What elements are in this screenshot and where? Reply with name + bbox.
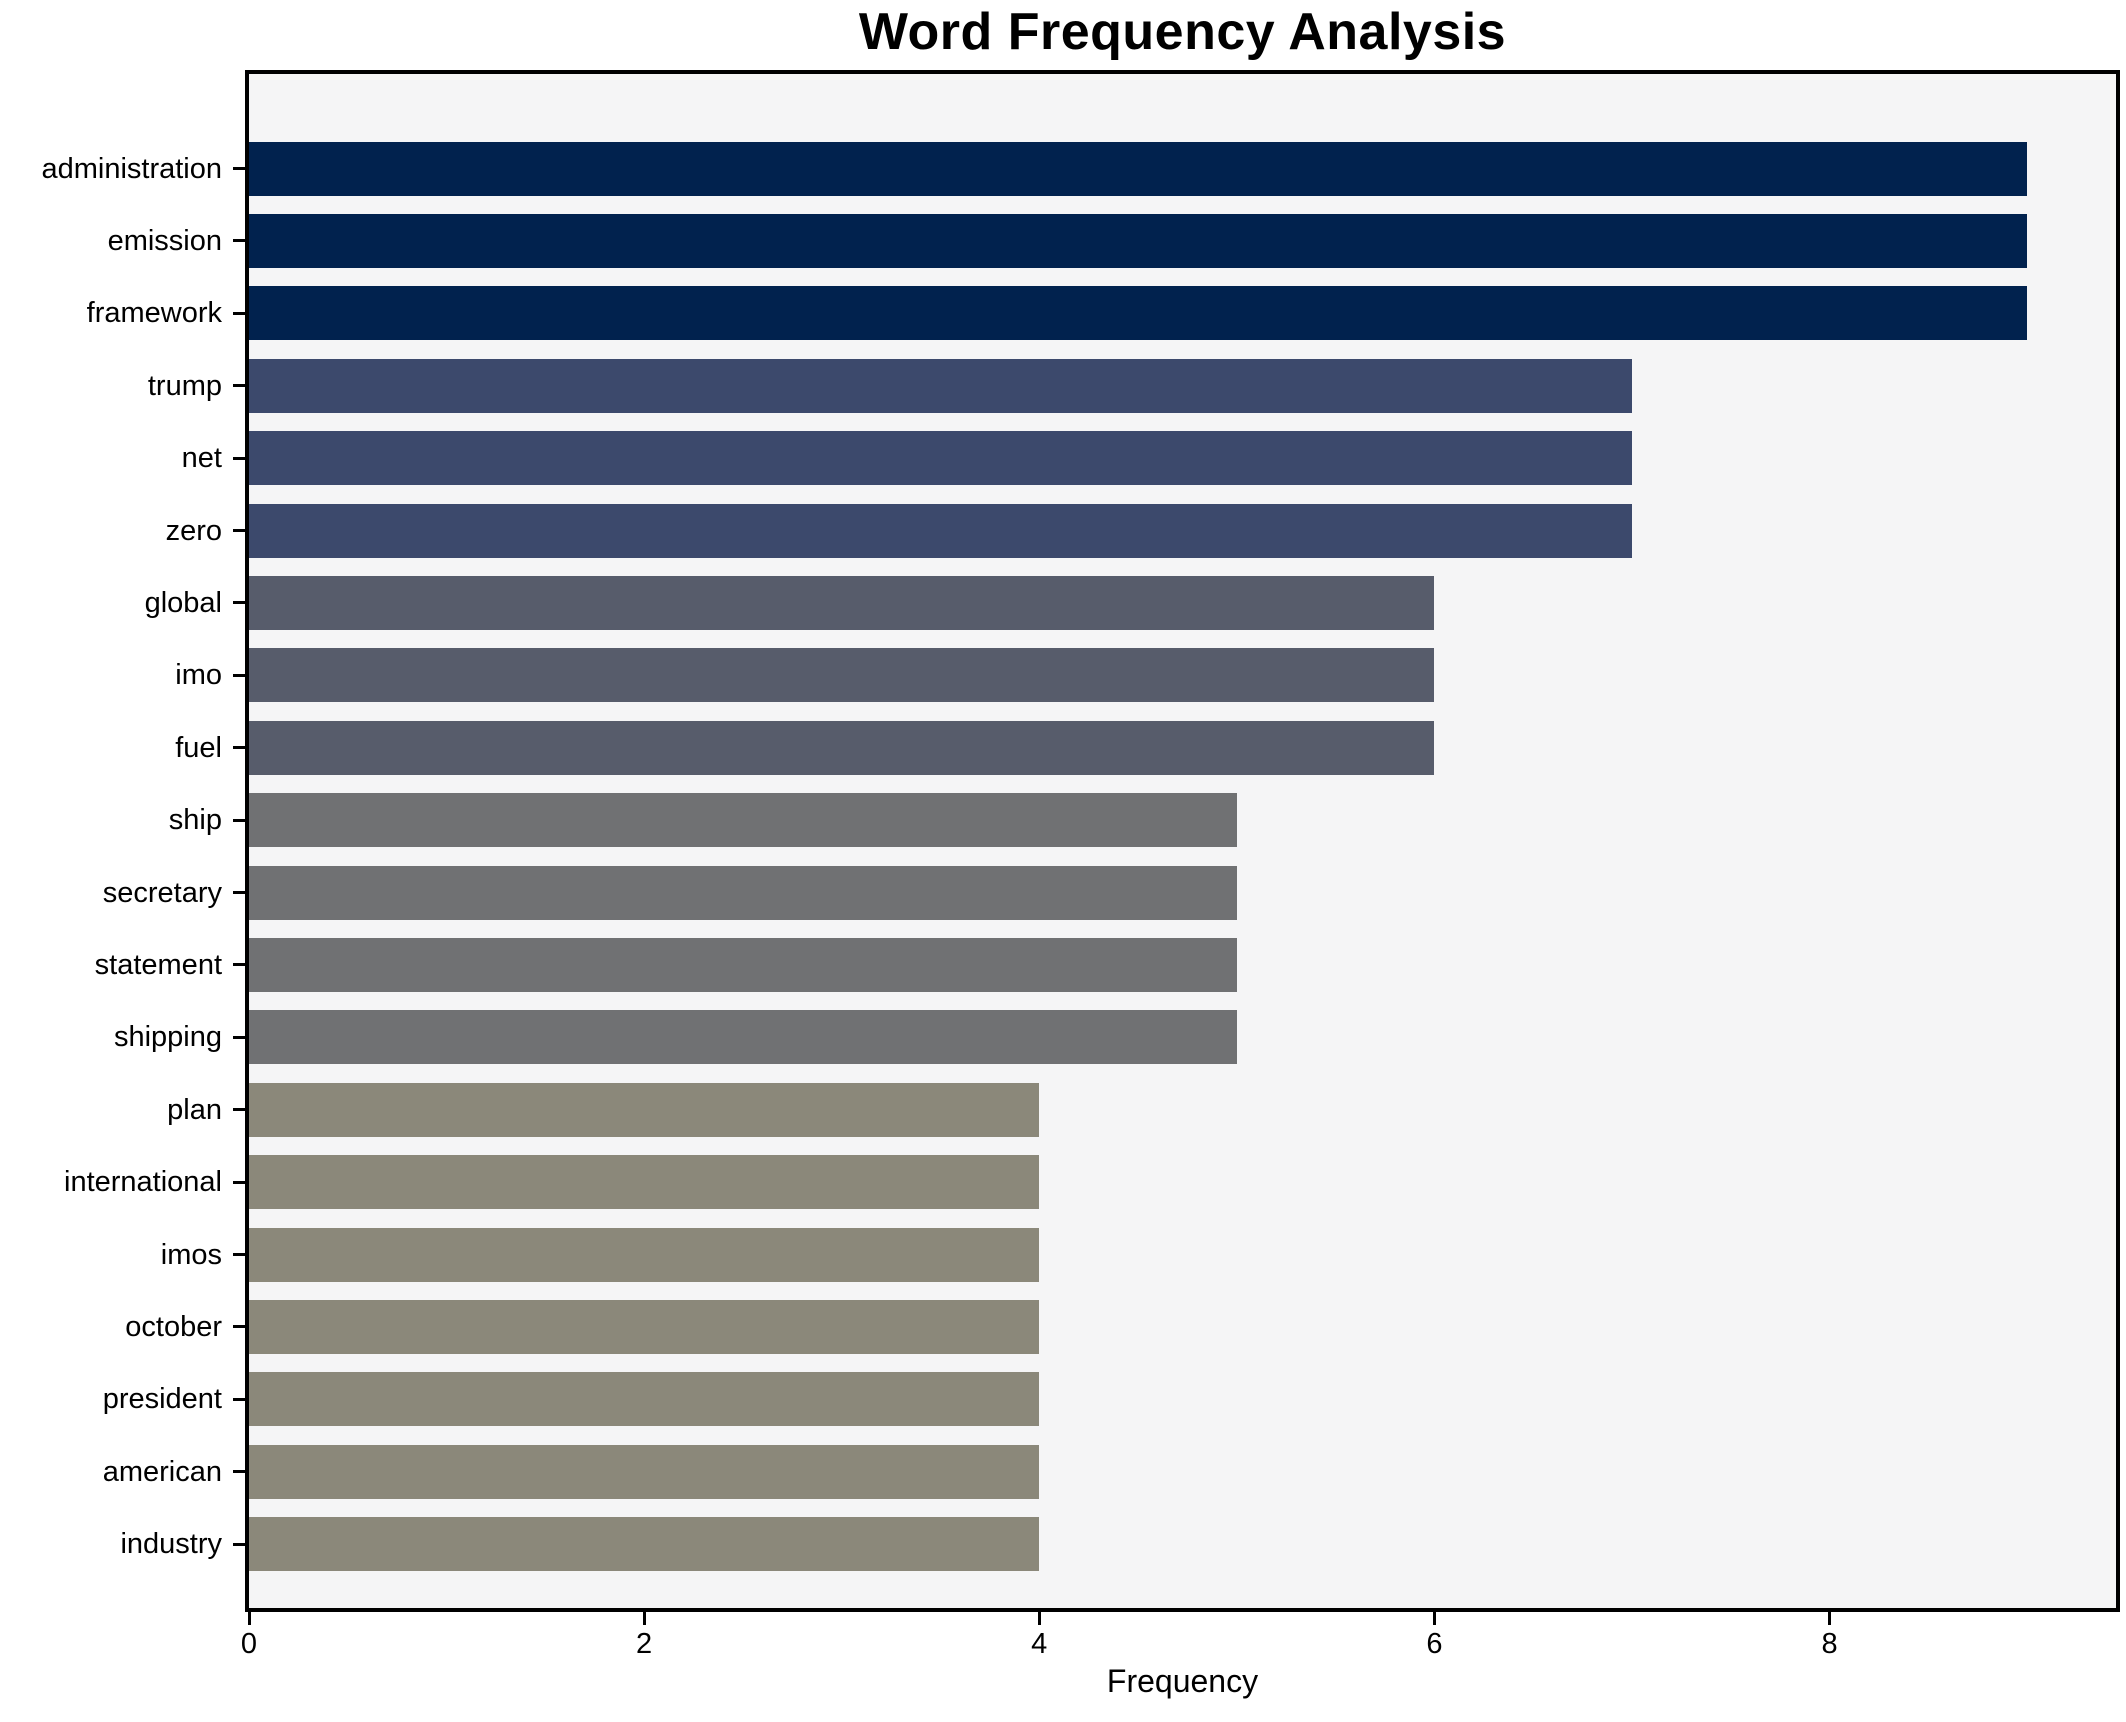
x-tick-mark xyxy=(1037,1612,1041,1625)
y-tick-mark xyxy=(233,1397,245,1401)
y-tick-mark xyxy=(233,1180,245,1184)
bar xyxy=(249,503,1632,558)
y-tick-mark xyxy=(233,673,245,677)
y-tick-mark xyxy=(233,891,245,894)
bar xyxy=(249,1227,1040,1282)
y-tick-mark xyxy=(233,167,245,170)
y-tick-label: president xyxy=(102,1383,222,1416)
y-tick-label: secretary xyxy=(102,876,222,909)
bar xyxy=(249,358,1632,413)
x-tick-mark xyxy=(642,1612,646,1625)
y-tick-label: net xyxy=(181,442,222,475)
bar xyxy=(249,575,1435,630)
y-tick-mark xyxy=(233,384,245,388)
x-tick-label: 2 xyxy=(636,1628,653,1660)
bar xyxy=(249,1299,1040,1354)
x-tick-mark xyxy=(1828,1612,1832,1625)
bar xyxy=(249,1517,1040,1572)
y-tick-label: framework xyxy=(86,297,222,330)
bar xyxy=(249,793,1237,848)
x-tick-mark xyxy=(247,1612,251,1625)
bar xyxy=(249,1444,1040,1499)
bar xyxy=(249,937,1237,992)
chart-title: Word Frequency Analysis xyxy=(858,3,1507,61)
y-tick-label: emission xyxy=(107,224,222,257)
y-tick-mark xyxy=(233,1253,245,1256)
y-tick-label: ship xyxy=(168,804,222,837)
y-tick-label: imos xyxy=(160,1238,222,1271)
x-tick-label: 6 xyxy=(1426,1628,1443,1660)
y-tick-label: fuel xyxy=(175,731,222,764)
y-tick-mark xyxy=(233,1325,245,1329)
y-tick-label: administration xyxy=(41,152,222,185)
bar xyxy=(249,1155,1040,1210)
bar xyxy=(249,1082,1040,1137)
y-tick-mark xyxy=(233,963,245,967)
bar xyxy=(249,286,2028,341)
bar xyxy=(249,141,2028,196)
x-axis-label: Frequency xyxy=(1106,1663,1259,1699)
y-tick-mark xyxy=(233,746,245,750)
y-tick-mark xyxy=(233,1542,245,1546)
y-tick-mark xyxy=(233,1035,245,1039)
y-tick-mark xyxy=(233,601,245,605)
x-tick-label: 4 xyxy=(1031,1628,1048,1660)
y-tick-label: imo xyxy=(175,659,222,692)
y-tick-mark xyxy=(233,1470,245,1474)
plot-area xyxy=(245,70,2120,1612)
bar xyxy=(249,1010,1237,1065)
bar xyxy=(249,865,1237,920)
y-tick-mark xyxy=(233,239,245,243)
y-tick-label: shipping xyxy=(113,1021,222,1054)
bar xyxy=(249,213,2028,268)
y-tick-mark xyxy=(233,456,245,460)
bar xyxy=(249,720,1435,775)
y-tick-label: trump xyxy=(147,369,222,402)
y-tick-label: industry xyxy=(120,1528,222,1561)
x-tick-mark xyxy=(1432,1612,1436,1625)
x-tick-label: 8 xyxy=(1821,1628,1838,1660)
y-tick-mark xyxy=(233,1108,245,1112)
y-tick-mark xyxy=(233,529,245,532)
y-tick-label: american xyxy=(102,1455,222,1488)
bar xyxy=(249,648,1435,703)
y-tick-label: international xyxy=(64,1166,222,1199)
bar xyxy=(249,431,1632,486)
y-tick-label: zero xyxy=(165,514,222,547)
x-tick-label: 0 xyxy=(240,1628,258,1660)
y-tick-label: october xyxy=(125,1310,222,1343)
y-tick-mark xyxy=(233,818,245,822)
y-tick-label: statement xyxy=(94,948,222,981)
y-tick-label: global xyxy=(144,586,222,619)
bar xyxy=(249,1372,1040,1427)
y-tick-mark xyxy=(233,311,245,315)
y-tick-label: plan xyxy=(167,1093,222,1126)
